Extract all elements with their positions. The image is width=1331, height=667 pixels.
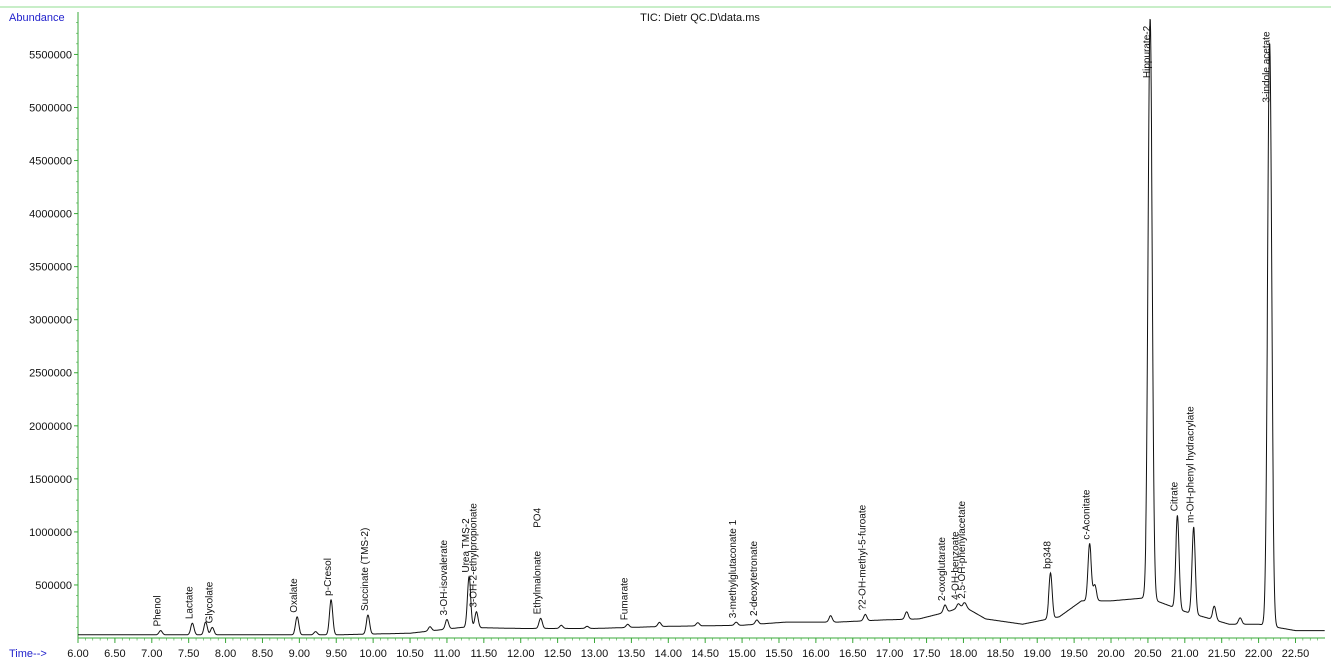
y-tick-label: 2000000	[29, 421, 72, 433]
y-tick-label: 3000000	[29, 315, 72, 327]
x-tick-label: 12.50	[544, 648, 572, 660]
peak-label: Phenol	[153, 595, 164, 626]
top-frame-line	[0, 6, 1331, 8]
x-tick-label: 16.50	[839, 648, 867, 660]
x-tick-label: 22.50	[1282, 648, 1310, 660]
y-tick-label: 3500000	[29, 262, 72, 274]
peak-label: m-OH-phenyl hydracrylate	[1186, 406, 1197, 523]
x-tick-label: 18.00	[950, 648, 978, 660]
x-tick-label: 8.50	[252, 648, 273, 660]
x-tick-label: 22.00	[1245, 648, 1273, 660]
y-tick-label: 1000000	[29, 527, 72, 539]
peak-label: p-Cresol	[323, 558, 334, 596]
x-tick-label: 11.00	[434, 648, 461, 660]
x-tick-label: 15.00	[728, 648, 756, 660]
peak-label: Urea TMS-2	[461, 518, 472, 573]
x-tick-label: 9.50	[326, 648, 347, 660]
x-tick-label: 12.00	[507, 648, 535, 660]
peak-label: 4-OH-benzoate	[950, 531, 961, 600]
y-tick-label: 1500000	[29, 474, 72, 486]
x-tick-label: 10.00	[359, 648, 387, 660]
chart-title: TIC: Dietr QC.D\data.ms	[640, 12, 760, 24]
x-tick-label: 13.50	[618, 648, 646, 660]
x-tick-label: 14.50	[691, 648, 719, 660]
y-tick-label: 5000000	[29, 102, 72, 114]
x-tick-label: 7.50	[178, 648, 199, 660]
x-tick-label: 7.00	[141, 648, 162, 660]
x-tick-label: 15.50	[765, 648, 793, 660]
y-tick-label: 5500000	[29, 49, 72, 61]
x-tick-label: 16.00	[802, 648, 830, 660]
x-tick-label: 21.00	[1171, 648, 1199, 660]
peak-label: Ethylmalonate	[533, 551, 544, 615]
x-tick-label: 17.50	[913, 648, 941, 660]
peak-label: 2-deoxytetronate	[749, 540, 760, 615]
x-tick-label: 19.50	[1060, 648, 1088, 660]
x-tick-label: 21.50	[1208, 648, 1236, 660]
x-tick-label: 20.00	[1097, 648, 1125, 660]
peak-label: Citrate	[1169, 481, 1180, 511]
peak-label: 3-methylglutaconate 1	[728, 519, 739, 618]
peak-label: PO4	[533, 507, 544, 527]
peak-label: 3-indole acetate	[1262, 31, 1273, 103]
peak-label: Oxalate	[289, 578, 300, 613]
x-tick-label: 19.00	[1023, 648, 1051, 660]
y-tick-label: 4000000	[29, 209, 72, 221]
peak-label: Fumarate	[620, 577, 631, 620]
x-tick-label: 6.50	[104, 648, 125, 660]
peak-label: bp348	[1043, 541, 1054, 569]
peak-label: 2,5-OH-phenylacetate	[957, 501, 968, 599]
peak-label: ?2-OH-methyl-5-furoate	[857, 504, 868, 610]
y-tick-label: 500000	[35, 580, 72, 592]
x-tick-label: 13.00	[581, 648, 609, 660]
x-tick-label: 8.00	[215, 648, 236, 660]
x-tick-label: 6.00	[67, 648, 88, 660]
y-tick-label: 4500000	[29, 156, 72, 168]
peak-label: c-Aconitate	[1082, 489, 1093, 539]
peak-label: 3-OH-2-ethylpropionate	[468, 503, 479, 608]
peak-label: 2-oxoglutarate	[937, 537, 948, 601]
x-tick-label: 11.50	[470, 648, 497, 660]
y-tick-label: 2500000	[29, 368, 72, 380]
peak-label: Succinate (TMS-2)	[360, 528, 371, 611]
peak-label: Hippurate-2	[1142, 25, 1153, 78]
plot-area: 500000 1000000 1500000 2000000 2500000 300000…	[29, 12, 1325, 660]
x-tick-label: 10.50	[396, 648, 424, 660]
x-tick-label: 18.50	[987, 648, 1015, 660]
x-axis-label: Time-->	[9, 648, 47, 660]
y-axis-label: Abundance	[9, 12, 65, 24]
tic-trace	[78, 18, 1325, 636]
x-tick-label: 20.50	[1134, 648, 1162, 660]
x-tick-label: 17.00	[876, 648, 904, 660]
peak-label: Glycolate	[204, 581, 215, 623]
x-tick-label: 14.00	[655, 648, 683, 660]
peak-label: 3-OH-isovalerate	[439, 539, 450, 615]
x-tick-label: 9.00	[289, 648, 310, 660]
peak-label: Lactate	[184, 586, 195, 619]
